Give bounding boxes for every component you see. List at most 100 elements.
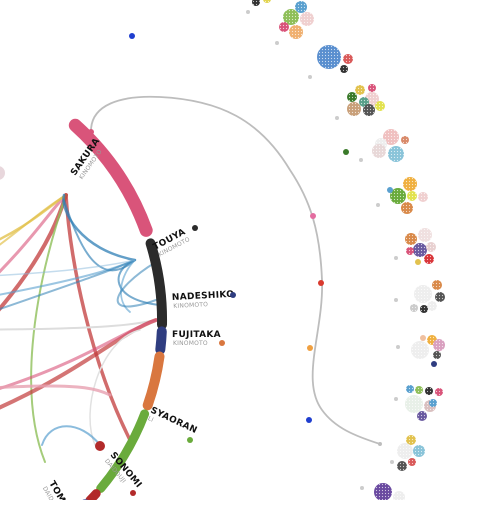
thumbnail-texture bbox=[425, 387, 433, 395]
chord-line bbox=[89, 329, 141, 446]
timeline-event-dot[interactable] bbox=[306, 417, 312, 423]
image-thumbnail[interactable] bbox=[275, 41, 279, 45]
thumbnail-texture bbox=[413, 243, 427, 257]
chord-line bbox=[120, 259, 136, 313]
image-thumbnail[interactable] bbox=[390, 460, 394, 464]
image-cluster[interactable] bbox=[308, 45, 353, 79]
character-marker-dot bbox=[219, 340, 225, 346]
image-thumbnail[interactable] bbox=[387, 187, 393, 193]
character-name: SYAORAN bbox=[149, 406, 199, 436]
chord-line bbox=[0, 194, 67, 246]
character-band-sonomi[interactable] bbox=[85, 489, 101, 505]
image-cluster[interactable] bbox=[376, 177, 428, 214]
thumbnail-texture bbox=[390, 188, 406, 204]
thumbnail-texture bbox=[418, 192, 428, 202]
image-thumbnail[interactable] bbox=[359, 158, 363, 162]
image-cluster[interactable] bbox=[396, 335, 445, 367]
thumbnail-texture bbox=[355, 85, 365, 95]
timeline-event-dot[interactable] bbox=[318, 280, 324, 286]
image-cluster[interactable] bbox=[394, 280, 445, 313]
thumbnail-texture bbox=[317, 45, 341, 69]
image-cluster[interactable] bbox=[246, 0, 314, 45]
character-band-syaoran[interactable] bbox=[96, 409, 150, 493]
thumbnail-texture bbox=[393, 491, 405, 503]
thumbnail-texture bbox=[418, 228, 432, 242]
thumbnail-texture bbox=[410, 304, 418, 312]
image-thumbnail[interactable] bbox=[360, 486, 364, 490]
chord-line bbox=[0, 193, 68, 241]
thumbnail-texture bbox=[406, 435, 416, 445]
image-cluster[interactable] bbox=[359, 129, 409, 162]
sonomi-node[interactable] bbox=[95, 441, 105, 451]
timeline-event-dot[interactable] bbox=[343, 149, 349, 155]
thumbnail-texture bbox=[415, 386, 423, 394]
timeline-event-dot[interactable] bbox=[129, 33, 135, 39]
thumbnail-texture bbox=[403, 177, 417, 191]
image-clusters-layer bbox=[246, 0, 445, 503]
thumbnail-texture bbox=[406, 385, 414, 393]
character-name: FUJITAKA bbox=[172, 330, 221, 340]
image-cluster[interactable] bbox=[390, 435, 425, 471]
thumbnail-texture bbox=[374, 483, 392, 501]
thumbnail-texture bbox=[407, 191, 417, 201]
image-cluster[interactable] bbox=[394, 385, 443, 421]
image-thumbnail[interactable] bbox=[396, 345, 400, 349]
thumbnail-texture bbox=[347, 102, 361, 116]
character-band-touya[interactable] bbox=[145, 238, 168, 330]
chord-line bbox=[0, 318, 158, 390]
character-band-fujitaka[interactable] bbox=[142, 351, 165, 411]
chord-line bbox=[64, 193, 132, 442]
chord-line bbox=[41, 425, 101, 446]
image-thumbnail[interactable] bbox=[415, 259, 421, 265]
character-name: NADESHIKO bbox=[172, 290, 235, 303]
thumbnail-texture bbox=[300, 12, 314, 26]
image-thumbnail[interactable] bbox=[420, 335, 426, 341]
timeline-event-dot[interactable] bbox=[310, 213, 316, 219]
thumbnail-texture bbox=[363, 104, 375, 116]
thumbnail-texture bbox=[435, 388, 443, 396]
timeline-event-dot[interactable] bbox=[88, 129, 94, 135]
image-thumbnail[interactable] bbox=[394, 256, 398, 260]
character-band-sakura[interactable] bbox=[68, 118, 153, 237]
thumbnail-texture bbox=[435, 292, 445, 302]
timeline-event-dot[interactable] bbox=[378, 442, 382, 446]
chord-line bbox=[0, 259, 136, 311]
image-cluster[interactable] bbox=[360, 483, 405, 503]
image-thumbnail[interactable] bbox=[394, 298, 398, 302]
thumbnail-texture bbox=[343, 54, 353, 64]
image-thumbnail[interactable] bbox=[376, 203, 380, 207]
thumbnail-texture bbox=[397, 461, 407, 471]
thumbnail-texture bbox=[372, 144, 386, 158]
image-cluster[interactable] bbox=[335, 84, 385, 120]
chord-line bbox=[0, 319, 157, 331]
thumbnail-texture bbox=[432, 280, 442, 290]
image-thumbnail[interactable] bbox=[335, 116, 339, 120]
chord-line bbox=[30, 194, 67, 463]
character-surname: LI bbox=[147, 415, 155, 424]
image-cluster[interactable] bbox=[394, 228, 436, 265]
image-thumbnail[interactable] bbox=[246, 10, 250, 14]
thumbnail-texture bbox=[347, 92, 357, 102]
image-thumbnail[interactable] bbox=[431, 361, 437, 367]
timeline-event-dot[interactable] bbox=[307, 345, 313, 351]
thumbnail-texture bbox=[405, 233, 417, 245]
thumbnail-texture bbox=[397, 443, 413, 459]
image-thumbnail[interactable] bbox=[394, 397, 398, 401]
thumbnail-texture bbox=[295, 1, 307, 13]
chords-layer bbox=[0, 193, 161, 463]
image-thumbnail[interactable] bbox=[308, 75, 312, 79]
character-marker-dot bbox=[230, 292, 236, 298]
character-marker-dot bbox=[187, 437, 193, 443]
chord-line bbox=[0, 384, 112, 397]
character-label-tomoyo[interactable]: TOMOYODAIDOUJI bbox=[40, 480, 78, 505]
thumbnail-texture bbox=[417, 411, 427, 421]
thumbnail-texture bbox=[401, 136, 409, 144]
character-band-nadeshiko[interactable] bbox=[155, 326, 167, 355]
thumbnail-texture bbox=[375, 101, 385, 111]
